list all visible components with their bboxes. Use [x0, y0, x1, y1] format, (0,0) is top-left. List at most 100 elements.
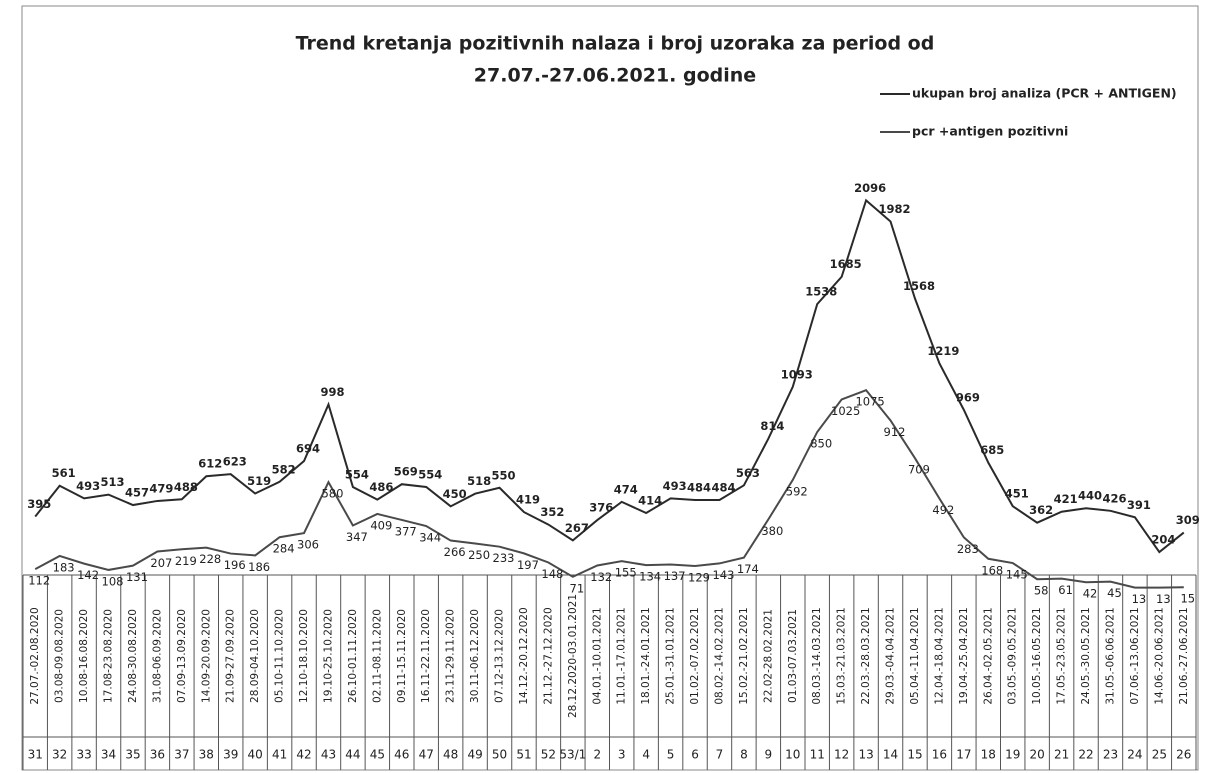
- x-tick-label: 02.11-08.11.2020: [371, 609, 383, 703]
- data-label: 592: [786, 484, 808, 498]
- data-label: 267: [565, 521, 589, 535]
- x-tick-label: 21.06.-27.06.2021: [1178, 607, 1190, 704]
- data-label: 395: [27, 497, 51, 511]
- week-label: 10: [785, 748, 800, 762]
- x-tick-label: 01.03-07.03.2021: [787, 609, 799, 703]
- x-tick-label: 07.09-13.09.2020: [176, 609, 188, 703]
- data-label: 233: [493, 551, 515, 565]
- week-label: 22: [1078, 748, 1093, 762]
- data-label: 207: [150, 556, 172, 570]
- data-label: 132: [590, 570, 612, 584]
- x-tick-label: 26.10-01.11.2020: [347, 609, 359, 703]
- data-label: 814: [760, 419, 784, 433]
- week-label: 3: [618, 748, 626, 762]
- x-tick-label: 21.09-27.09.2020: [225, 609, 237, 703]
- series-line: [34, 198, 1185, 554]
- x-tick-label: 12.04.-18.04.2021: [933, 607, 945, 704]
- week-label: 34: [101, 748, 116, 762]
- week-label: 6: [691, 748, 699, 762]
- week-label: 2: [593, 748, 601, 762]
- data-label: 145: [1006, 568, 1028, 582]
- x-tick-label: 15.02.-21.02.2021: [738, 607, 750, 704]
- data-label: 309: [1176, 513, 1200, 527]
- x-tick-label: 03.08-09.08.2020: [54, 609, 66, 703]
- x-tick-label: 10.05.-16.05.2021: [1031, 607, 1043, 704]
- data-label: 71: [570, 581, 585, 595]
- week-label: 4: [642, 748, 650, 762]
- x-tick-label: 08.03.-14.03.2021: [811, 607, 823, 704]
- data-label: 58: [1034, 584, 1049, 598]
- data-label: 484: [711, 481, 735, 495]
- data-label: 569: [394, 465, 418, 479]
- week-label: 44: [345, 748, 360, 762]
- week-label: 26: [1176, 748, 1191, 762]
- x-tick-label: 08.02.-14.02.2021: [713, 607, 725, 704]
- data-label: 513: [101, 475, 125, 489]
- data-label: 352: [540, 505, 564, 519]
- x-tick-label: 05.10-11.10.2020: [274, 609, 286, 703]
- week-label: 38: [199, 748, 214, 762]
- x-tick-label: 29.03.-04.04.2021: [885, 607, 897, 704]
- data-label: 186: [248, 560, 270, 574]
- week-label: 9: [765, 748, 773, 762]
- data-label: 486: [369, 480, 393, 494]
- data-label: 137: [664, 569, 686, 583]
- data-label: 451: [1005, 487, 1029, 501]
- x-tick-label: 05.04.-11.04.2021: [909, 607, 921, 704]
- week-label: 50: [492, 748, 507, 762]
- data-label: 376: [589, 501, 613, 515]
- data-label: 561: [52, 466, 76, 480]
- week-label: 7: [716, 748, 724, 762]
- x-tick-label: 17.05.-23.05.2021: [1056, 607, 1068, 704]
- week-label: 45: [370, 748, 385, 762]
- data-label: 709: [908, 463, 930, 477]
- data-label: 204: [1151, 533, 1175, 547]
- data-label: 518: [467, 474, 491, 488]
- week-label: 20: [1030, 748, 1045, 762]
- data-label: 155: [615, 566, 637, 580]
- week-label: 18: [981, 748, 996, 762]
- data-label: 42: [1083, 587, 1098, 601]
- data-label: 2096: [854, 181, 886, 195]
- data-label: 183: [53, 560, 75, 574]
- data-label: 1093: [781, 367, 813, 381]
- x-tick-label: 14.09-20.09.2020: [200, 609, 212, 703]
- data-label: 131: [126, 570, 148, 584]
- x-tick-label: 23.11-29.11.2020: [445, 609, 457, 703]
- data-label: 580: [321, 487, 343, 501]
- data-label: 13: [1156, 592, 1171, 606]
- data-label: 13: [1132, 592, 1147, 606]
- week-label: 35: [125, 748, 140, 762]
- x-tick-label: 10.08-16.08.2020: [78, 609, 90, 703]
- week-label: 14: [883, 748, 898, 762]
- week-label: 51: [516, 748, 531, 762]
- week-label: 13: [858, 748, 873, 762]
- data-label: 1982: [879, 202, 911, 216]
- x-tick-label: 14.06.-20.06.2021: [1153, 607, 1165, 704]
- x-tick-label: 11.01.-17.01.2021: [616, 607, 628, 704]
- data-label: 479: [149, 481, 173, 495]
- week-label: 24: [1127, 748, 1142, 762]
- x-tick-label: 24.05.-30.05.2021: [1080, 607, 1092, 704]
- x-tick-label: 19.04.-25.04.2021: [958, 607, 970, 704]
- week-label: 52: [541, 748, 556, 762]
- x-tick-label: 04.01.-10.01.2021: [591, 607, 603, 704]
- x-tick-label: 21.12.-27.12.2020: [542, 607, 554, 704]
- data-label: 15: [1180, 592, 1195, 606]
- data-label: 488: [174, 480, 198, 494]
- data-label: 61: [1058, 583, 1073, 597]
- data-label: 563: [736, 466, 760, 480]
- x-tick-label: 28.12.2020-03.01.2021: [567, 594, 579, 718]
- data-label: 197: [517, 558, 539, 572]
- data-label: 134: [639, 570, 661, 584]
- data-label: 1219: [927, 344, 959, 358]
- chart-title: Trend kretanja pozitivnih nalaza i broj …: [296, 33, 935, 55]
- x-tick-label: 07.06.-13.06.2021: [1129, 607, 1141, 704]
- week-label: 5: [667, 748, 675, 762]
- data-label: 912: [884, 425, 906, 439]
- data-label: 450: [443, 487, 467, 501]
- series-line: [34, 388, 1184, 589]
- data-label: 168: [981, 563, 1003, 577]
- data-label: 850: [810, 436, 832, 450]
